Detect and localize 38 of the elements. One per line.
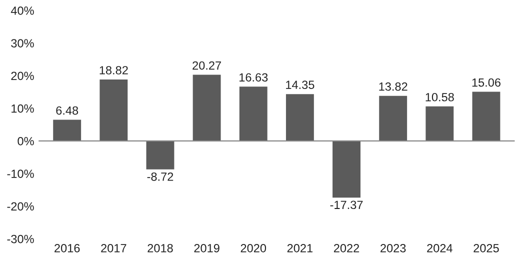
data-label: 13.82	[379, 82, 408, 91]
x-tick-label: 2017	[101, 244, 126, 252]
bar	[286, 94, 314, 141]
x-tick-label: 2024	[427, 244, 452, 252]
data-label: 18.82	[100, 66, 128, 74]
y-tick-label: -30%	[7, 234, 34, 244]
x-tick-label: 2018	[148, 244, 173, 252]
y-tick-label: -10%	[7, 170, 34, 178]
y-tick-label: 30%	[11, 39, 34, 48]
bar	[332, 140, 360, 198]
bar	[192, 74, 221, 141]
bar	[379, 96, 408, 141]
bar	[472, 92, 500, 141]
data-label: 15.06	[472, 78, 500, 87]
bar	[100, 80, 128, 141]
bar	[53, 120, 82, 141]
y-tick-label: 0%	[18, 136, 34, 146]
data-label: 14.35	[286, 80, 314, 90]
data-label: 6.48	[56, 106, 78, 115]
data-label: -17.37	[330, 200, 363, 210]
x-tick-label: 2019	[194, 244, 220, 252]
x-tick-label: 2016	[54, 244, 80, 252]
data-label: -8.72	[147, 172, 174, 181]
y-tick-label: -20%	[7, 202, 34, 211]
data-label: 20.27	[192, 61, 221, 70]
x-tick-label: 2022	[334, 244, 360, 252]
x-tick-label: 2021	[287, 244, 312, 252]
bar	[426, 106, 454, 141]
data-label: 16.63	[240, 73, 268, 82]
data-label: 10.58	[426, 92, 454, 102]
bar	[239, 86, 268, 141]
x-tick-label: 2023	[380, 244, 406, 252]
y-tick-label: 20%	[11, 72, 34, 80]
bar	[146, 140, 174, 170]
x-tick-label: 2020	[240, 244, 266, 252]
y-tick-label: 10%	[12, 104, 34, 113]
x-tick-label: 2025	[474, 244, 499, 252]
y-tick-label: 40%	[10, 6, 34, 15]
